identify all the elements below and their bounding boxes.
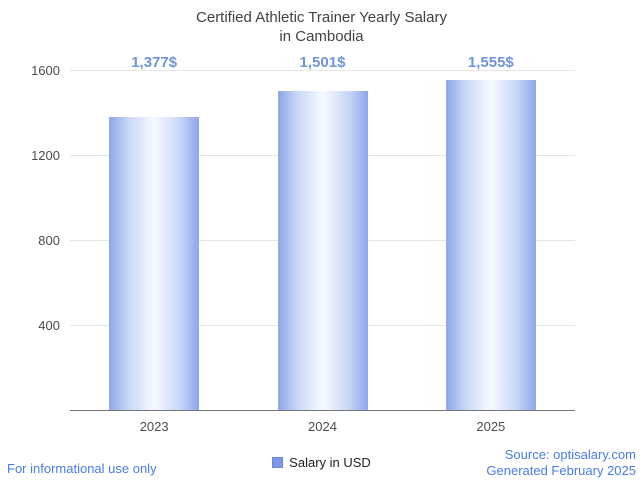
chart-title-line1: Certified Athletic Trainer Yearly Salary <box>196 9 447 26</box>
y-axis-tick-label: 800 <box>38 233 60 248</box>
source-attribution: Source: optisalary.com Generated Februar… <box>486 447 636 479</box>
bar-value-label: 1,377$ <box>131 54 178 71</box>
bar-2024 <box>277 91 368 410</box>
x-axis-line <box>70 410 575 411</box>
legend-swatch-icon <box>272 457 284 468</box>
x-axis-label: 2025 <box>476 419 506 434</box>
bar-value-label: 1,555$ <box>467 54 514 71</box>
y-axis-tick-label: 1200 <box>31 148 60 163</box>
chart-title-line2: in Cambodia <box>279 28 364 45</box>
y-axis-tick-label: 400 <box>38 318 60 333</box>
bar-value-label: 1,501$ <box>299 54 346 71</box>
generated-text: Generated February 2025 <box>486 463 636 478</box>
bar-2023 <box>109 117 200 410</box>
legend: Salary in USD <box>0 455 643 470</box>
gridline <box>70 70 575 71</box>
x-axis-label: 2023 <box>139 419 169 434</box>
legend-label: Salary in USD <box>289 455 371 470</box>
disclaimer-text: For informational use only <box>7 461 157 476</box>
source-text: Source: optisalary.com <box>504 447 636 462</box>
x-axis-label: 2024 <box>308 419 337 434</box>
y-axis-tick-label: 1600 <box>31 63 60 78</box>
bar-2025 <box>445 79 536 410</box>
chart-title: Certified Athletic Trainer Yearly Salary… <box>0 8 643 46</box>
